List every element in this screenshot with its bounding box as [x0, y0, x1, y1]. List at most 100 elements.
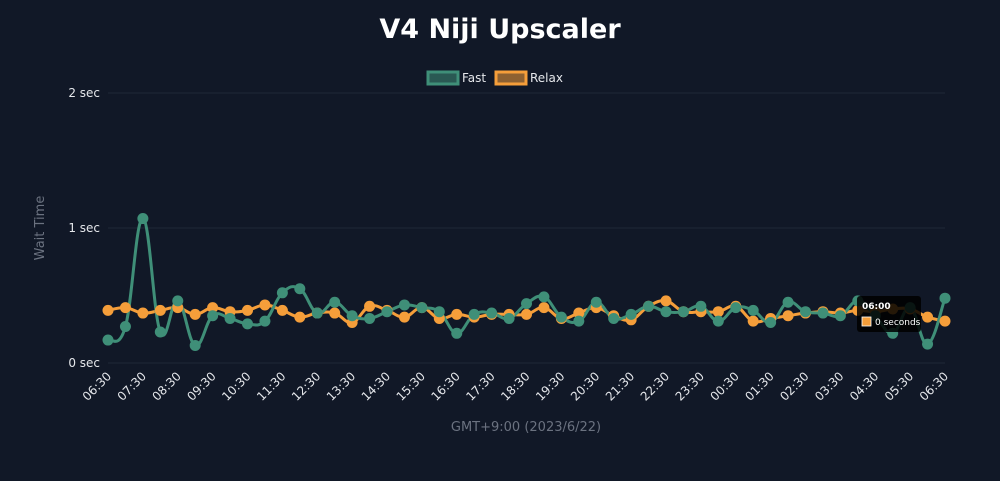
data-point-fast[interactable]: [137, 213, 149, 225]
data-point-relax[interactable]: [102, 304, 114, 316]
data-point-fast[interactable]: [660, 306, 672, 318]
data-point-fast[interactable]: [486, 307, 498, 319]
data-point-fast[interactable]: [643, 300, 655, 312]
data-point-relax[interactable]: [364, 300, 376, 312]
data-point-relax[interactable]: [154, 304, 166, 316]
x-tick-label: 16:30: [429, 369, 463, 403]
data-point-fast[interactable]: [242, 318, 253, 330]
legend[interactable]: Fast Relax: [426, 70, 563, 86]
x-tick-label: 22:30: [638, 369, 672, 403]
data-point-fast[interactable]: [451, 327, 463, 339]
data-point-fast[interactable]: [782, 296, 794, 308]
data-point-fast[interactable]: [172, 295, 184, 307]
data-point-fast[interactable]: [800, 306, 811, 318]
data-point-fast[interactable]: [189, 339, 201, 351]
data-point-fast[interactable]: [521, 298, 532, 310]
x-tick-label: 01:30: [742, 369, 776, 403]
data-point-fast[interactable]: [311, 307, 323, 319]
data-point-fast[interactable]: [433, 306, 445, 318]
data-point-relax[interactable]: [747, 315, 759, 327]
data-point-relax[interactable]: [538, 302, 550, 314]
series-lines: [107, 217, 947, 347]
data-point-relax[interactable]: [712, 306, 724, 318]
data-point-fast[interactable]: [730, 302, 742, 314]
data-point-fast[interactable]: [381, 306, 393, 318]
data-point-fast[interactable]: [922, 338, 934, 350]
data-point-fast[interactable]: [747, 304, 759, 316]
x-tick-label: 11:30: [254, 369, 288, 403]
data-point-relax[interactable]: [189, 308, 201, 320]
y-axis-title: Wait Time: [33, 196, 48, 261]
data-point-fast[interactable]: [834, 310, 846, 322]
legend-swatch: [494, 70, 528, 86]
data-point-relax[interactable]: [137, 307, 149, 319]
x-tick-label: 19:30: [533, 369, 567, 403]
data-point-fast[interactable]: [555, 311, 567, 323]
data-point-fast[interactable]: [329, 296, 341, 308]
data-point-fast[interactable]: [102, 334, 114, 346]
data-point-relax[interactable]: [451, 308, 463, 320]
x-tick-label: 04:30: [847, 369, 881, 403]
series-line-fast: [107, 217, 947, 347]
data-point-relax[interactable]: [398, 311, 410, 323]
data-point-fast[interactable]: [625, 308, 637, 320]
data-point-relax[interactable]: [119, 302, 131, 314]
data-point-fast[interactable]: [294, 283, 306, 295]
x-tick-label: 10:30: [219, 369, 253, 403]
data-point-relax[interactable]: [276, 304, 288, 316]
data-point-fast[interactable]: [503, 312, 515, 324]
data-point-fast[interactable]: [939, 292, 951, 304]
grid-lines: [108, 92, 945, 364]
legend-label: Relax: [530, 71, 563, 85]
data-point-fast[interactable]: [346, 310, 358, 322]
legend-item-relax[interactable]: Relax: [494, 70, 563, 86]
data-point-relax[interactable]: [207, 302, 219, 314]
x-tick-label: 23:30: [673, 369, 707, 403]
data-point-relax[interactable]: [242, 304, 253, 316]
data-point-fast[interactable]: [468, 308, 480, 320]
data-point-relax[interactable]: [922, 311, 934, 323]
data-point-fast[interactable]: [695, 300, 707, 312]
data-point-relax[interactable]: [521, 308, 532, 320]
x-tick-label: 18:30: [498, 369, 532, 403]
data-point-fast[interactable]: [608, 312, 620, 324]
y-tick-label: 2 sec: [68, 86, 100, 100]
data-point-relax[interactable]: [259, 299, 271, 311]
y-tick-label: 0 sec: [68, 356, 100, 370]
x-tick-label: 03:30: [812, 369, 846, 403]
data-point-fast[interactable]: [398, 299, 410, 311]
x-tick-label: 14:30: [359, 369, 393, 403]
data-point-fast[interactable]: [765, 317, 777, 328]
data-point-relax[interactable]: [294, 311, 306, 323]
data-point-fast[interactable]: [817, 307, 829, 319]
data-point-fast[interactable]: [364, 312, 376, 324]
x-tick-label: 20:30: [568, 369, 602, 403]
data-point-fast[interactable]: [119, 321, 131, 333]
data-point-fast[interactable]: [590, 296, 602, 308]
data-point-fast[interactable]: [276, 287, 288, 299]
data-point-fast[interactable]: [712, 315, 724, 327]
x-tick-label: 15:30: [394, 369, 428, 403]
x-tick-label: 21:30: [603, 369, 637, 403]
y-axis-ticks: 0 sec 1 sec 2 sec: [68, 86, 100, 370]
data-point-fast[interactable]: [677, 306, 689, 318]
data-point-fast[interactable]: [259, 315, 271, 327]
data-point-relax[interactable]: [782, 310, 794, 322]
legend-item-fast[interactable]: Fast: [426, 70, 486, 86]
data-point-relax[interactable]: [939, 315, 951, 327]
data-point-fast[interactable]: [416, 302, 428, 314]
data-point-fast[interactable]: [224, 312, 236, 324]
data-point-fast[interactable]: [154, 326, 166, 338]
x-tick-label: 00:30: [708, 369, 742, 403]
data-point-fast[interactable]: [538, 291, 550, 303]
series-points[interactable]: [102, 213, 951, 351]
data-point-relax[interactable]: [660, 295, 672, 307]
data-point-relax[interactable]: [329, 307, 341, 319]
x-tick-label: 17:30: [463, 369, 497, 403]
data-point-fast[interactable]: [573, 315, 585, 327]
tooltip-box: [857, 296, 921, 332]
legend-swatch: [426, 70, 460, 86]
data-point-fast[interactable]: [207, 310, 219, 322]
data-point-relax[interactable]: [573, 307, 585, 319]
